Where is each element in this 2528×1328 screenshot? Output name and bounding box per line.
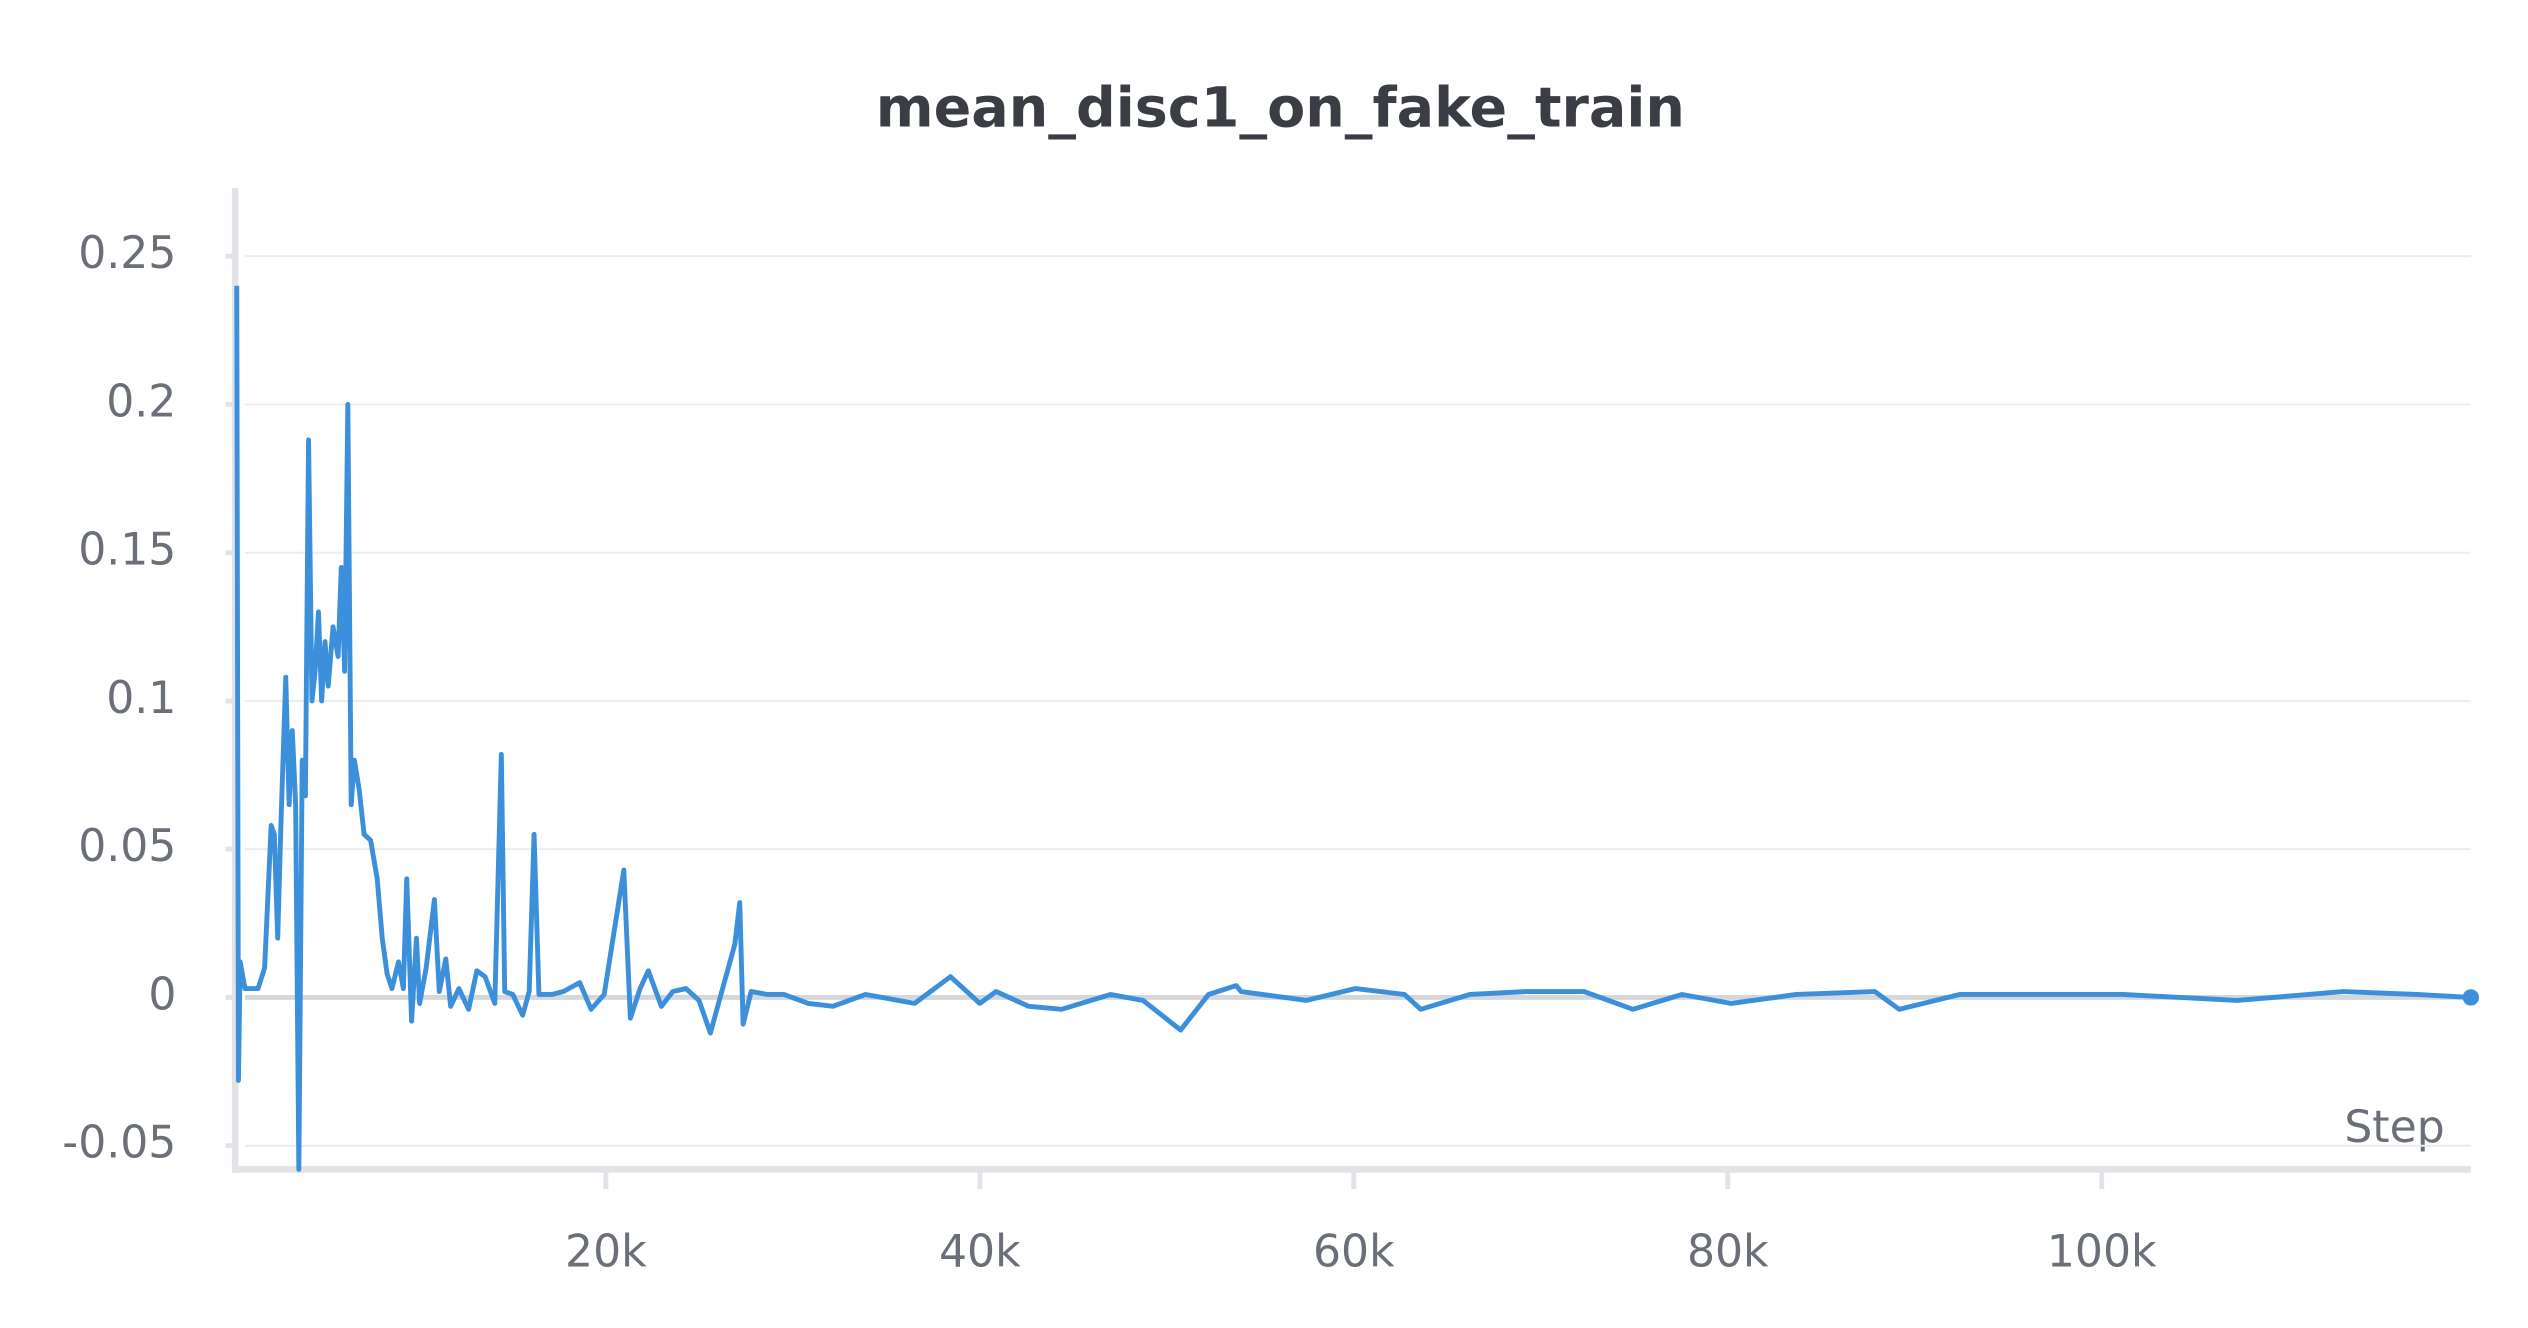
y-tick-label: -0.05 — [62, 1118, 176, 1169]
chart-title: mean_disc1_on_fake_train — [876, 75, 1685, 140]
data-line — [234, 285, 2471, 1172]
y-tick-label: 0.25 — [78, 228, 176, 279]
y-tick-label: 0.2 — [106, 376, 176, 427]
x-tick-label: 20k — [565, 1226, 647, 1277]
y-tick-label: 0.1 — [106, 673, 176, 724]
end-point — [2462, 989, 2480, 1006]
x-tick-label: 100k — [2047, 1226, 2157, 1277]
x-tick-label: 80k — [1687, 1226, 1769, 1277]
y-tick-label: 0 — [148, 969, 176, 1020]
x-tick-label: 60k — [1313, 1226, 1395, 1277]
x-tick-label: 40k — [939, 1226, 1021, 1277]
y-tick-label: 0.15 — [78, 525, 176, 576]
y-tick-label: 0.05 — [78, 821, 176, 872]
